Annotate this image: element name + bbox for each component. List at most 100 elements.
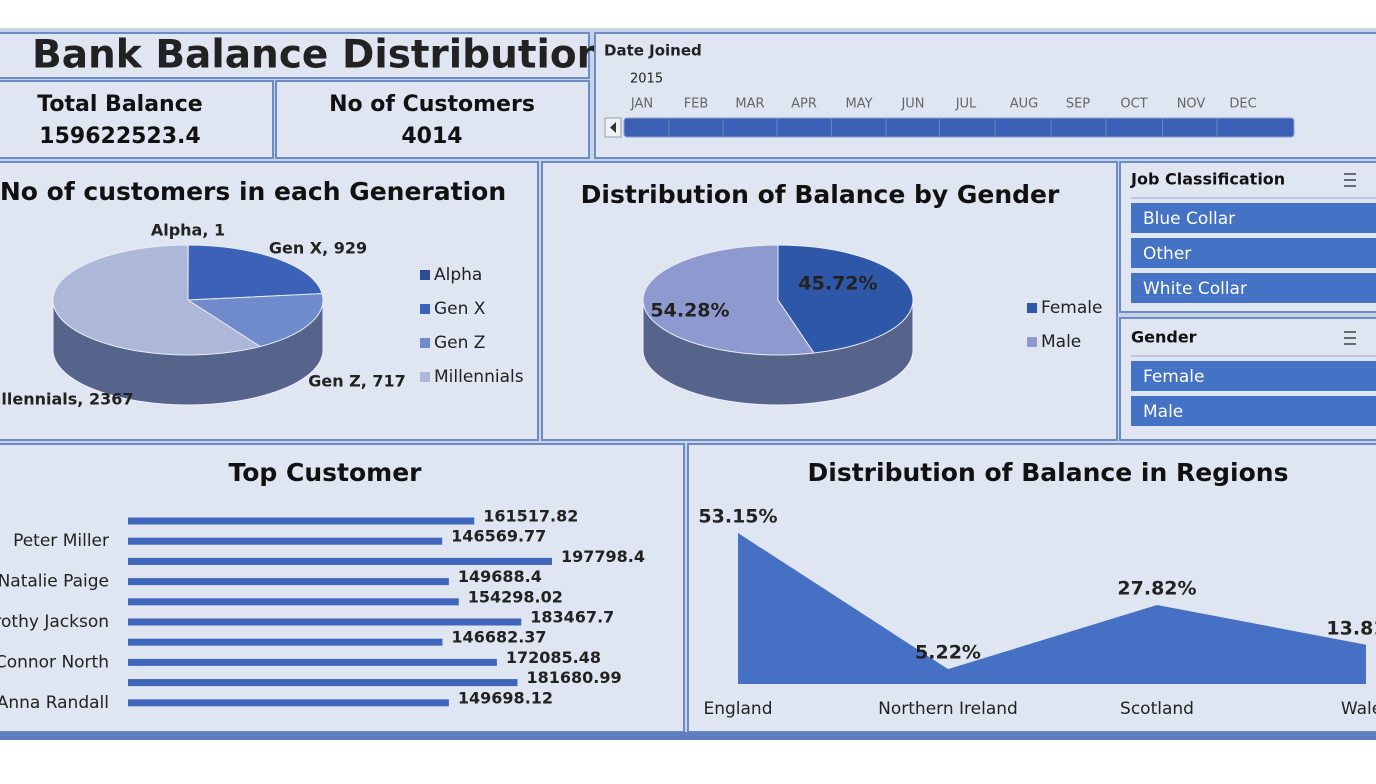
legend-swatch	[420, 270, 430, 280]
legend-swatch	[420, 304, 430, 314]
slicer-item[interactable]	[1131, 361, 1376, 391]
bar	[128, 638, 443, 646]
legend-label: Alpha	[434, 265, 482, 285]
month-label: OCT	[1120, 97, 1147, 112]
slicer-item-label: Blue Collar	[1143, 209, 1235, 229]
data-label: 183467.7	[530, 608, 614, 627]
bar	[128, 658, 497, 666]
bar	[128, 679, 518, 687]
slicer-item[interactable]	[1131, 396, 1376, 426]
data-label: 181680.99	[526, 668, 621, 687]
pie-slice	[187, 244, 323, 301]
slicer-item-label: White Collar	[1143, 279, 1247, 299]
slicer-item-label: Male	[1143, 402, 1183, 422]
legend-swatch	[420, 372, 430, 382]
dashboard-title: Bank Balance Distribution	[32, 33, 604, 78]
pie-slice	[642, 244, 815, 356]
x-tick-label: England	[703, 699, 772, 719]
pie-slice	[777, 244, 914, 354]
kpi-panel	[275, 80, 590, 159]
data-label: Millennials, 2367	[0, 390, 133, 409]
data-label: 149698.12	[458, 688, 553, 707]
data-label: 197798.4	[561, 547, 645, 566]
month-label: DEC	[1229, 97, 1256, 112]
data-label: Gen X, 929	[269, 239, 367, 258]
month-label: FEB	[684, 97, 709, 112]
bar	[128, 598, 459, 606]
month-label: AUG	[1010, 97, 1038, 112]
month-label: APR	[791, 97, 817, 112]
bar	[128, 517, 475, 525]
month-label: JAN	[630, 97, 653, 112]
chart-title: Top Customer	[229, 458, 423, 487]
x-tick-label: Scotland	[1120, 699, 1194, 719]
month-label: MAR	[735, 97, 764, 112]
data-label: 154298.02	[468, 587, 563, 606]
data-label: 149688.4	[458, 567, 542, 586]
legend-label: Gen Z	[434, 333, 485, 353]
bar	[128, 537, 443, 545]
x-tick-label: Northern Ireland	[878, 699, 1018, 719]
bar	[128, 578, 449, 586]
data-label: 27.82%	[1117, 577, 1196, 599]
slicer-item[interactable]	[1131, 203, 1376, 233]
timeline-bar[interactable]	[623, 117, 1295, 138]
area	[738, 533, 1366, 684]
timeline-panel	[594, 32, 1376, 159]
bottom-border	[0, 732, 1376, 740]
timeline-title: Date Joined	[604, 42, 702, 60]
kpi-value: 159622523.4	[39, 124, 200, 149]
data-label: 146682.37	[451, 628, 546, 647]
data-label: Gen Z, 717	[308, 372, 406, 391]
y-tick-label: Connor North	[0, 652, 109, 672]
legend-label: Millennials	[434, 367, 524, 387]
slicer-item-label: Other	[1143, 244, 1191, 264]
pie-slice	[186, 293, 324, 348]
y-tick-label: Peter Miller	[13, 531, 109, 551]
legend-label: Male	[1041, 332, 1081, 352]
chart-title: Distribution of Balance by Gender	[581, 180, 1060, 209]
title-panel	[0, 32, 590, 79]
x-tick-label: Wales	[1341, 699, 1376, 719]
legend-swatch	[1027, 303, 1037, 313]
data-label: 45.72%	[798, 273, 877, 295]
month-label: SEP	[1066, 97, 1090, 112]
bar	[128, 699, 449, 707]
data-label: 146569.77	[451, 527, 546, 546]
legend-swatch	[420, 338, 430, 348]
month-label: JUN	[900, 97, 924, 112]
bar	[128, 557, 552, 565]
legend-swatch	[1027, 337, 1037, 347]
data-label: 13.81%	[1326, 617, 1376, 639]
y-tick-label: Natalie Paige	[0, 572, 109, 592]
y-tick-label: Anna Randall	[0, 693, 109, 713]
slicer-title: Job Classification	[1130, 170, 1285, 189]
data-label: 53.15%	[698, 506, 777, 528]
data-label: 54.28%	[650, 300, 729, 322]
chart-title: No of customers in each Generation	[0, 177, 506, 206]
month-label: MAY	[845, 97, 872, 112]
slicer-title: Gender	[1131, 328, 1197, 347]
chart-title: Distribution of Balance in Regions	[808, 458, 1289, 487]
pie-slice	[52, 244, 262, 356]
month-label: NOV	[1177, 97, 1206, 112]
y-tick-label: Dorothy Jackson	[0, 612, 109, 632]
kpi-value: 4014	[401, 124, 462, 149]
slicer-item[interactable]	[1131, 273, 1376, 303]
slicer-item-label: Female	[1143, 367, 1204, 387]
data-label: 161517.82	[483, 507, 578, 526]
data-label: 5.22%	[915, 642, 981, 664]
kpi-label: No of Customers	[329, 92, 535, 117]
legend-label: Gen X	[434, 299, 486, 319]
data-label: 172085.48	[506, 648, 601, 667]
kpi-label: Total Balance	[37, 92, 202, 117]
month-label: JUL	[955, 97, 977, 112]
scroll-arrow	[610, 122, 616, 133]
timeline-year: 2015	[630, 72, 663, 87]
data-label: Alpha, 1	[151, 221, 225, 240]
legend-label: Female	[1041, 298, 1102, 318]
kpi-panel	[0, 80, 274, 159]
slicer-item[interactable]	[1131, 238, 1376, 268]
bar	[128, 618, 522, 626]
